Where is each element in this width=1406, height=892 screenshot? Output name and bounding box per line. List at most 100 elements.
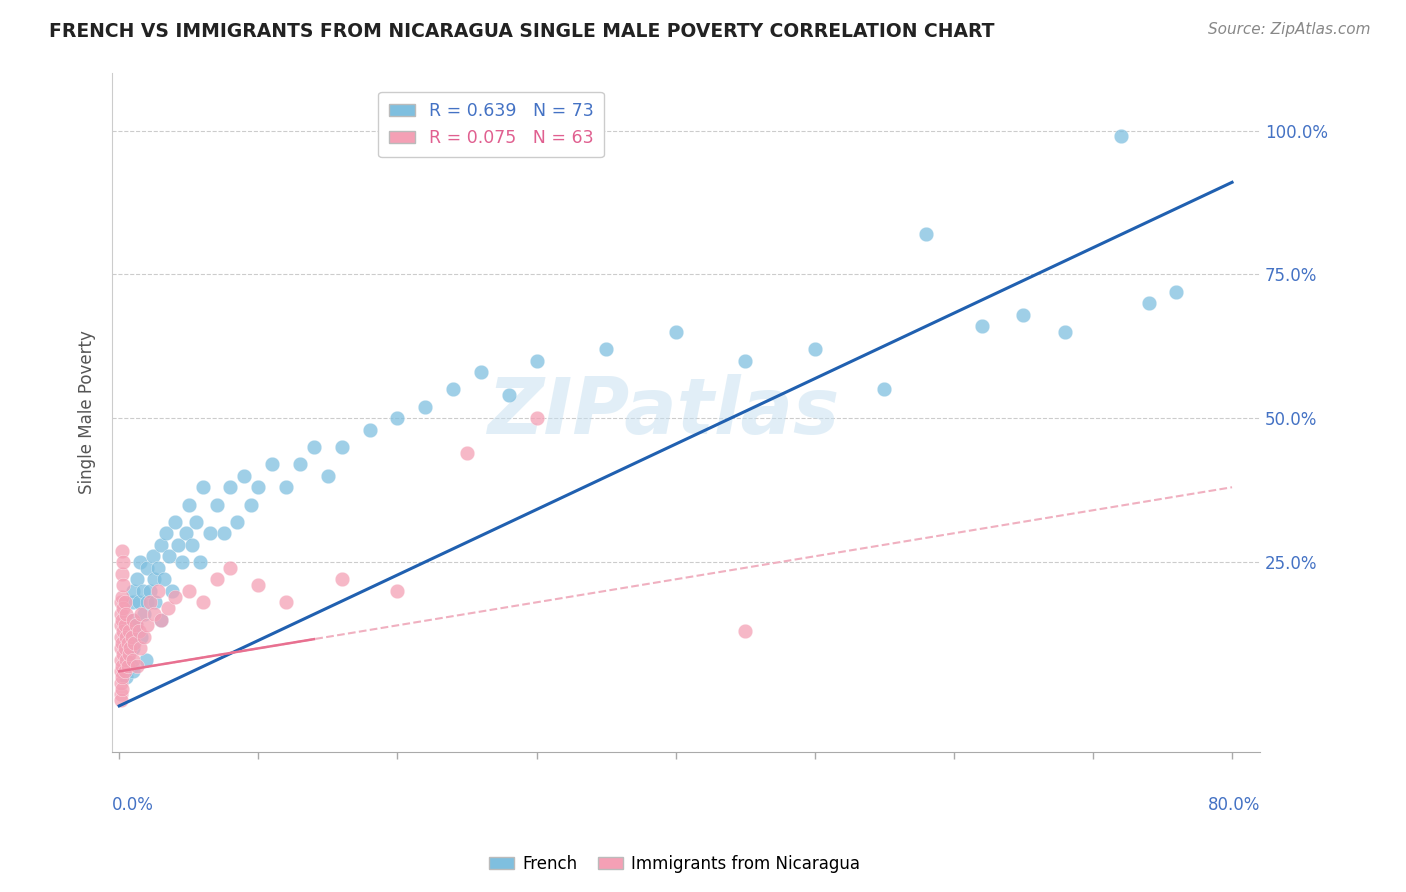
Point: [122, 595, 145, 609]
Point: [149, 538, 172, 552]
Point: [115, 630, 138, 644]
Point: [145, 595, 167, 609]
Point: [198, 526, 221, 541]
Point: [125, 618, 148, 632]
Point: [142, 549, 165, 564]
Text: 0.0%: 0.0%: [112, 796, 155, 814]
Point: [1054, 325, 1077, 339]
Point: [526, 353, 548, 368]
Point: [111, 566, 134, 581]
Point: [120, 630, 142, 644]
Point: [240, 498, 263, 512]
Point: [117, 635, 139, 649]
Point: [110, 676, 132, 690]
Point: [134, 607, 156, 621]
Point: [498, 388, 520, 402]
Point: [111, 613, 134, 627]
Point: [163, 515, 186, 529]
Point: [111, 543, 134, 558]
Point: [128, 624, 150, 638]
Point: [1109, 129, 1132, 144]
Point: [132, 583, 155, 598]
Point: [110, 630, 132, 644]
Point: [139, 583, 162, 598]
Point: [146, 561, 169, 575]
Text: 80.0%: 80.0%: [1208, 796, 1260, 814]
Point: [122, 653, 145, 667]
Point: [219, 480, 242, 494]
Y-axis label: Single Male Poverty: Single Male Poverty: [79, 331, 96, 494]
Point: [247, 480, 270, 494]
Point: [149, 613, 172, 627]
Point: [122, 641, 145, 656]
Point: [110, 653, 132, 667]
Point: [134, 630, 156, 644]
Point: [110, 607, 132, 621]
Point: [595, 342, 617, 356]
Point: [526, 411, 548, 425]
Point: [127, 572, 149, 586]
Point: [152, 572, 174, 586]
Point: [136, 618, 159, 632]
Point: [121, 658, 143, 673]
Point: [112, 578, 135, 592]
Point: [219, 561, 242, 575]
Point: [803, 342, 825, 356]
Point: [205, 572, 228, 586]
Point: [156, 601, 179, 615]
Point: [111, 590, 134, 604]
Point: [110, 618, 132, 632]
Point: [174, 526, 197, 541]
Point: [665, 325, 688, 339]
Point: [112, 601, 135, 615]
Point: [120, 641, 142, 656]
Point: [114, 641, 136, 656]
Point: [118, 647, 141, 661]
Point: [276, 480, 298, 494]
Point: [1012, 308, 1035, 322]
Legend: French, Immigrants from Nicaragua: French, Immigrants from Nicaragua: [482, 848, 868, 880]
Point: [136, 561, 159, 575]
Point: [233, 468, 256, 483]
Point: [180, 538, 202, 552]
Point: [915, 227, 938, 241]
Point: [441, 383, 464, 397]
Point: [112, 647, 135, 661]
Point: [155, 526, 177, 541]
Point: [191, 480, 214, 494]
Point: [131, 630, 153, 644]
Text: Source: ZipAtlas.com: Source: ZipAtlas.com: [1208, 22, 1371, 37]
Point: [226, 515, 249, 529]
Point: [177, 498, 200, 512]
Point: [127, 658, 149, 673]
Legend: R = 0.639   N = 73, R = 0.075   N = 63: R = 0.639 N = 73, R = 0.075 N = 63: [378, 92, 603, 157]
Point: [330, 440, 353, 454]
Point: [124, 635, 146, 649]
Point: [122, 583, 145, 598]
Point: [129, 555, 152, 569]
Point: [160, 583, 183, 598]
Point: [387, 583, 409, 598]
Point: [146, 583, 169, 598]
Point: [288, 457, 311, 471]
Point: [122, 613, 145, 627]
Point: [212, 526, 235, 541]
Point: [163, 590, 186, 604]
Text: ZIPatlas: ZIPatlas: [486, 375, 839, 450]
Point: [873, 383, 896, 397]
Point: [131, 607, 153, 621]
Point: [139, 595, 162, 609]
Point: [117, 658, 139, 673]
Point: [456, 446, 478, 460]
Point: [316, 468, 339, 483]
Point: [115, 607, 138, 621]
Point: [111, 635, 134, 649]
Point: [1166, 285, 1188, 299]
Point: [205, 498, 228, 512]
Point: [115, 653, 138, 667]
Point: [143, 607, 166, 621]
Point: [111, 658, 134, 673]
Point: [129, 641, 152, 656]
Point: [149, 613, 172, 627]
Point: [110, 687, 132, 701]
